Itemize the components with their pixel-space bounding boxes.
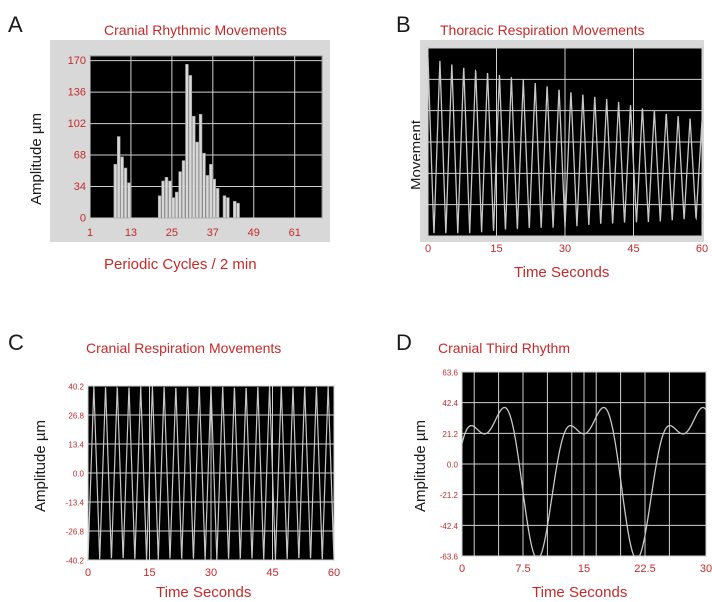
x-tick-label: 45 — [266, 567, 278, 579]
histogram-bar — [202, 152, 206, 219]
y-tick-label: 21.2 — [442, 430, 458, 439]
y-tick-label: 26.8 — [68, 412, 84, 421]
y-axis-label-c: Amplitude µm — [32, 419, 49, 512]
y-axis-label-a: Amplitude µm — [28, 112, 45, 205]
histogram-bar — [188, 75, 193, 219]
x-tick-label: 30 — [559, 243, 571, 255]
histogram-bar — [120, 156, 124, 219]
x-tick-label: 7.5 — [515, 563, 530, 575]
chart-d: 0 7.5 15 22.5 30 -63.6 -42.4 -21.2 0.0 21.2 42.4 63… — [440, 369, 712, 576]
x-tick-label: 60 — [328, 567, 340, 579]
y-axis-label-d: Amplitude µm — [412, 419, 429, 512]
x-tick-label: 0 — [425, 243, 431, 255]
y-tick-label: 170 — [68, 55, 86, 67]
x-tick-label: 15 — [490, 243, 502, 255]
histogram-bar — [113, 164, 117, 219]
x-tick-label: 0 — [459, 563, 465, 575]
x-tick-label: 61 — [289, 227, 301, 239]
histogram-bar — [226, 197, 230, 219]
histogram-bar — [232, 201, 237, 219]
y-tick-label: -40.2 — [66, 557, 85, 566]
histogram-bar — [185, 64, 189, 219]
series-line — [461, 406, 707, 557]
series-line — [87, 385, 335, 561]
x-axis-label-d: Time Seconds — [532, 584, 628, 601]
histogram-bar — [123, 167, 128, 219]
y-tick-label: 136 — [68, 87, 86, 99]
x-axis-label-b: Time Seconds — [514, 264, 610, 281]
chart-title-c: Cranial Respiration Movements — [86, 340, 282, 356]
y-tick-label: 40.2 — [68, 383, 84, 392]
x-tick-label: 1 — [87, 227, 93, 239]
x-tick-label: 0 — [85, 567, 91, 579]
histogram-bar — [171, 197, 175, 219]
x-tick-label: 49 — [248, 227, 260, 239]
y-tick-label: -42.4 — [440, 522, 459, 531]
y-tick-label: 0.0 — [73, 470, 85, 479]
y-tick-label: -21.2 — [440, 491, 459, 500]
histogram-bar — [127, 182, 131, 219]
y-tick-label: 0.0 — [447, 461, 459, 470]
x-tick-label: 22.5 — [634, 563, 655, 575]
histogram-bar — [157, 195, 162, 219]
histogram-bar — [178, 171, 182, 219]
x-tick-label: 15 — [578, 563, 590, 575]
histogram-bar — [168, 180, 172, 219]
chart-title-d: Cranial Third Rhythm — [438, 340, 571, 356]
chart-b: 0 15 30 45 60 — [420, 40, 708, 255]
panel-letter-c: C — [8, 330, 24, 355]
y-tick-label: -26.8 — [66, 528, 85, 537]
x-axis-label-c: Time Seconds — [156, 584, 252, 601]
panel-letter-a: A — [8, 12, 23, 37]
y-tick-label: 42.4 — [442, 399, 458, 408]
histogram-bar — [205, 175, 210, 219]
histogram-bar — [236, 202, 240, 219]
x-tick-label: 30 — [700, 563, 712, 575]
histogram-bar — [161, 180, 165, 219]
y-tick-label: 102 — [68, 118, 86, 130]
y-tick-label: 68 — [74, 150, 86, 162]
y-tick-label: 34 — [74, 181, 86, 193]
series-line — [427, 57, 703, 234]
histogram-bar — [192, 115, 196, 219]
x-tick-label: 15 — [143, 567, 155, 579]
histogram-bar — [222, 195, 227, 219]
chart-title-a: Cranial Rhythmic Movements — [104, 22, 287, 38]
histogram-bar — [212, 178, 216, 219]
x-tick-label: 37 — [207, 227, 219, 239]
y-tick-label: 63.6 — [442, 369, 458, 378]
y-tick-label: 0 — [80, 213, 86, 225]
chart-a: 1 13 25 37 49 61 0 34 68 102 136 170 — [50, 40, 330, 242]
x-axis-label-a: Periodic Cycles / 2 min — [104, 256, 257, 273]
y-tick-label: 13.4 — [68, 441, 84, 450]
histogram-bar — [174, 191, 179, 219]
histogram-bar — [164, 176, 169, 219]
histogram-bar — [198, 114, 203, 219]
histogram-bar — [181, 160, 186, 219]
x-tick-label: 45 — [627, 243, 639, 255]
x-tick-label: 30 — [205, 567, 217, 579]
histogram-bar — [195, 141, 199, 219]
histogram-bar — [116, 136, 121, 219]
histogram-bar — [209, 164, 213, 219]
panel-letter-d: D — [396, 330, 412, 355]
x-tick-label: 13 — [125, 227, 137, 239]
x-tick-label: 25 — [166, 227, 178, 239]
chart-title-b: Thoracic Respiration Movements — [440, 22, 645, 38]
y-tick-label: -63.6 — [440, 553, 459, 562]
chart-c: 0 15 30 45 60 -40.2 -26.8 -13.4 0.0 13.4 26.8 40.2 — [66, 383, 340, 580]
y-tick-label: -13.4 — [66, 499, 85, 508]
x-tick-label: 60 — [696, 243, 708, 255]
panel-letter-b: B — [396, 12, 411, 37]
histogram-bar — [215, 188, 220, 219]
